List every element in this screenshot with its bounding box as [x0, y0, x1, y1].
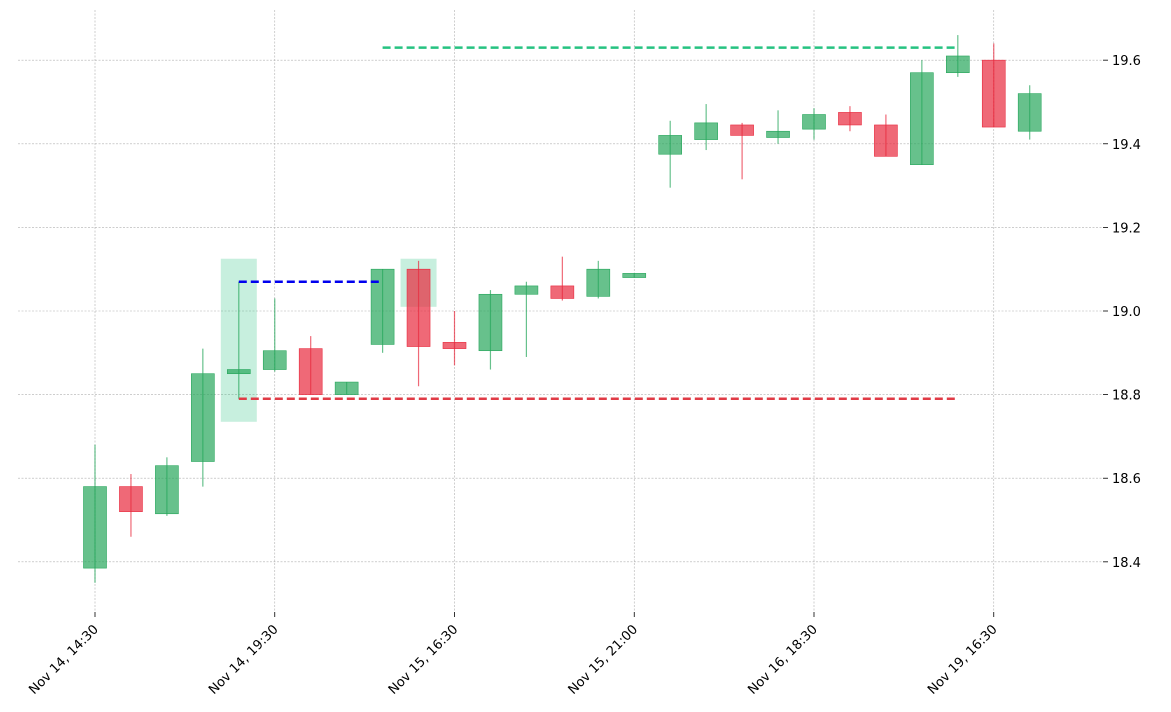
reference-lines: [238, 46, 958, 401]
candle-body-up: [83, 486, 107, 569]
candle-body-up: [227, 369, 251, 375]
candle-body-down: [406, 268, 431, 347]
candle-body-down: [298, 348, 323, 395]
grid: [18, 10, 1103, 612]
candle-body-up: [910, 72, 934, 165]
x-tick-label: Nov 14, 14:30: [26, 622, 102, 698]
candle-body-down: [730, 124, 754, 136]
highlight-boxes: [220, 258, 437, 422]
candle-body-down: [119, 486, 143, 512]
y-tick-label: 19.6: [1112, 54, 1141, 69]
candle-body-up: [586, 268, 611, 297]
y-tick-label: 18.6: [1112, 472, 1141, 487]
candle-body-up: [262, 350, 287, 370]
candle-body-up: [945, 55, 970, 74]
candle-body-up: [334, 381, 359, 395]
x-tick-label: Nov 19, 16:30: [925, 622, 1001, 698]
y-tick-label: 18.8: [1112, 389, 1141, 404]
candle-body-up: [191, 373, 215, 462]
candle-body-up: [694, 122, 718, 140]
candle-body-down: [442, 342, 467, 349]
candle-body-up: [802, 114, 826, 130]
candle-body-up: [155, 465, 179, 515]
candle-body-down: [838, 112, 862, 126]
candle-body-up: [370, 268, 395, 345]
candle-body-up: [658, 135, 683, 155]
candle-body-down: [981, 59, 1006, 128]
candle-body-up: [766, 130, 790, 138]
candle-body-up: [478, 293, 503, 352]
candles: [83, 35, 1042, 583]
y-tick-label: 19.0: [1112, 305, 1141, 320]
y-tick-label: 18.4: [1112, 556, 1141, 571]
y-tick-label: 19.2: [1112, 221, 1141, 236]
x-tick-label: Nov 15, 21:00: [566, 622, 642, 698]
candle-body-down: [550, 285, 575, 299]
x-tick-label: Nov 16, 18:30: [745, 622, 821, 698]
y-tick-label: 19.4: [1112, 138, 1141, 153]
candle-body-up: [1017, 93, 1042, 132]
candle-body-up: [622, 273, 647, 278]
x-tick-label: Nov 14, 19:30: [206, 622, 282, 698]
candle-body-down: [874, 124, 898, 157]
x-tick-label: Nov 15, 16:30: [386, 622, 462, 698]
candle-body-up: [514, 285, 539, 295]
